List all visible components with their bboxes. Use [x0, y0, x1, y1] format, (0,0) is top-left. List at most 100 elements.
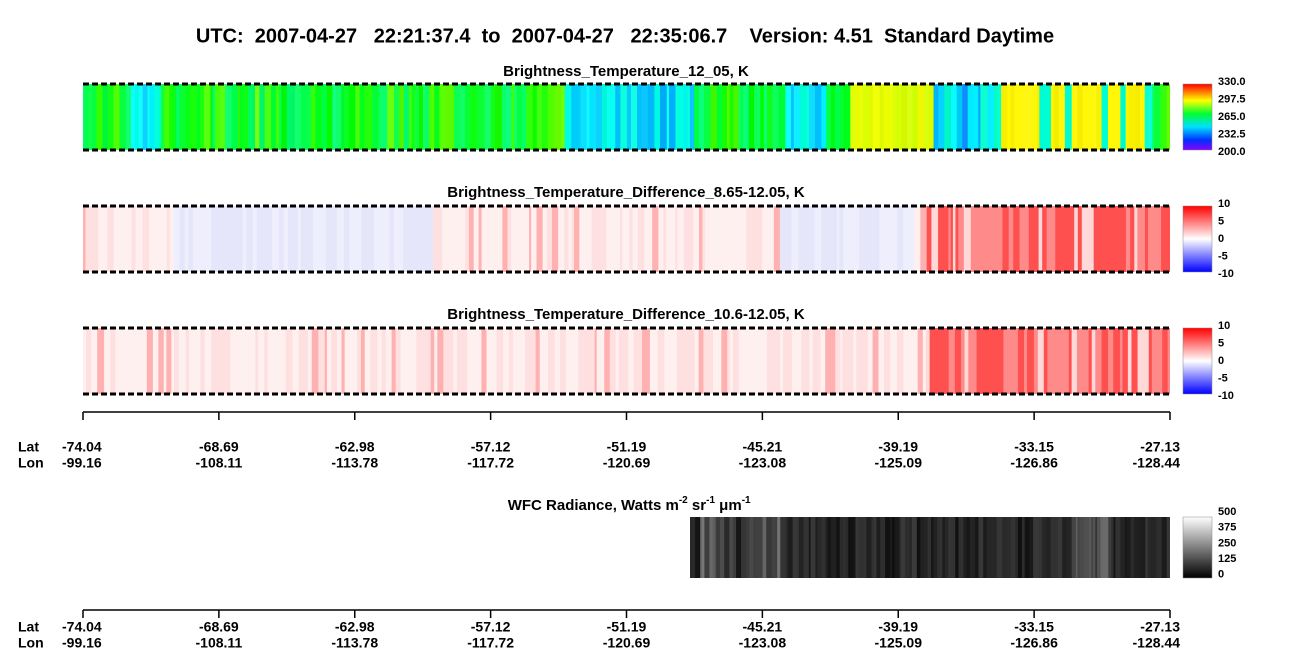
image-stripe [958, 206, 965, 272]
image-stripe [793, 84, 801, 150]
image-stripe [282, 328, 287, 394]
image-stripe [866, 517, 873, 578]
lat-label: -27.13 [1140, 439, 1180, 455]
image-stripe [694, 84, 700, 150]
image-stripe [304, 328, 309, 394]
image-stripe [983, 328, 991, 394]
image-stripe [903, 328, 908, 394]
image-stripe [982, 206, 990, 272]
image-stripe [454, 84, 462, 150]
image-stripe [644, 206, 648, 272]
image-stripe [1166, 517, 1170, 578]
lon-label: -99.16 [62, 455, 102, 471]
lat-label: -33.15 [1014, 439, 1054, 455]
image-stripe [211, 206, 219, 272]
image-stripe [449, 206, 457, 272]
image-stripe [996, 517, 1003, 578]
image-stripe [247, 84, 252, 150]
image-stripe [1071, 328, 1078, 394]
image-stripe [638, 328, 643, 394]
image-stripe [271, 84, 277, 150]
image-stripe [808, 84, 816, 150]
image-stripe [1005, 517, 1008, 578]
image-stripe [836, 517, 841, 578]
image-stripe [586, 206, 591, 272]
image-stripe [883, 84, 891, 150]
image-stripe [131, 206, 137, 272]
image-stripe [275, 84, 280, 150]
wfc-title: WFC Radiance, Watts m-2 sr-1 μm-1 [487, 491, 763, 514]
image-stripe [931, 206, 939, 272]
image-stripe [1126, 517, 1132, 578]
image-stripe [1068, 206, 1075, 272]
image-stripe [746, 517, 751, 578]
image-stripe [291, 206, 296, 272]
image-stripe [183, 328, 187, 394]
image-stripe [551, 206, 559, 272]
image-stripe [518, 328, 526, 394]
image-stripe [780, 328, 784, 394]
image-stripe [126, 84, 132, 150]
image-stripe [783, 328, 787, 394]
image-stripe [366, 206, 372, 272]
image-stripe [179, 84, 187, 150]
image-stripe [702, 517, 706, 578]
image-stripe [272, 206, 280, 272]
image-stripe [920, 517, 925, 578]
image-stripe [1130, 517, 1135, 578]
image-stripe [926, 206, 932, 272]
image-stripe [978, 84, 981, 150]
image-stripe [233, 328, 239, 394]
image-stripe [862, 328, 869, 394]
lon-label: -120.69 [603, 455, 651, 471]
image-stripe [318, 328, 326, 394]
image-stripe [428, 84, 432, 150]
image-stripe [927, 517, 932, 578]
image-stripe [1127, 328, 1133, 394]
image-stripe [394, 206, 399, 272]
image-stripe [1118, 206, 1125, 272]
image-stripe [869, 206, 875, 272]
image-stripe [693, 206, 700, 272]
image-stripe [277, 328, 283, 394]
image-stripe [903, 206, 910, 272]
image-stripe [422, 84, 427, 150]
image-stripe [242, 206, 248, 272]
image-stripe [973, 84, 979, 150]
image-stripe [279, 206, 285, 272]
image-stripe [657, 328, 663, 394]
lat-label: -74.04 [62, 619, 102, 635]
colorbar-label: 10 [1218, 320, 1230, 332]
image-stripe [613, 206, 621, 272]
colorbar-label: 10 [1218, 198, 1230, 210]
image-stripe [364, 328, 372, 394]
image-stripe [503, 328, 510, 394]
image-stripe [748, 84, 755, 150]
image-stripe [476, 328, 483, 394]
image-stripe [587, 328, 596, 394]
image-stripe [860, 84, 864, 150]
image-stripe [596, 84, 603, 150]
image-stripe [1108, 517, 1112, 578]
image-stripe [308, 84, 312, 150]
image-stripe [1113, 328, 1121, 394]
image-stripe [1156, 517, 1163, 578]
image-stripe [803, 206, 809, 272]
image-stripe [1064, 84, 1073, 150]
image-stripe [478, 206, 483, 272]
lat-label: -74.04 [62, 439, 102, 455]
image-stripe [917, 84, 926, 150]
image-stripe [762, 517, 767, 578]
colorbar-label: 500 [1218, 506, 1236, 518]
image-stripe [1105, 206, 1111, 272]
image-stripe [809, 328, 814, 394]
image-stripe [578, 328, 584, 394]
image-stripe [501, 84, 507, 150]
image-stripe [794, 328, 802, 394]
title-part: μm [715, 497, 742, 514]
image-stripe [1119, 328, 1124, 394]
image-stripe [986, 517, 993, 578]
image-stripe [192, 206, 199, 272]
image-stripe [308, 328, 313, 394]
image-stripe [125, 206, 133, 272]
